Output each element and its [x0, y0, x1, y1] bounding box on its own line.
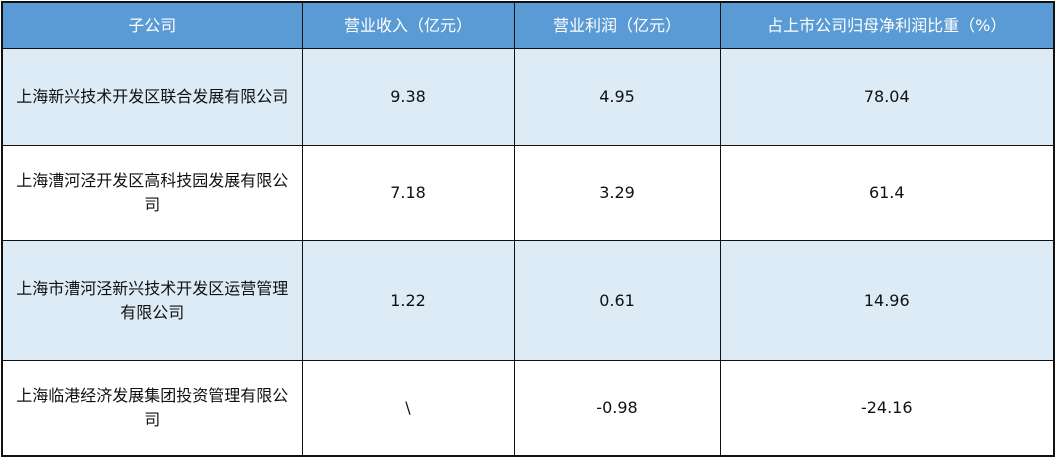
table-row: 上海临港经济发展集团投资管理有限公司 \ -0.98 -24.16 — [1, 360, 1055, 456]
profit-cell: -0.98 — [513, 360, 721, 456]
header-profit: 营业利润（亿元） — [513, 1, 721, 49]
company-cell: 上海市漕河泾新兴技术开发区运营管理有限公司 — [1, 240, 303, 361]
table-row: 上海漕河泾开发区高科技园发展有限公司 7.18 3.29 61.4 — [1, 145, 1055, 241]
share-cell: 61.4 — [719, 145, 1055, 241]
profit-cell: 4.95 — [513, 48, 721, 146]
company-cell: 上海临港经济发展集团投资管理有限公司 — [1, 360, 303, 456]
table-row: 上海新兴技术开发区联合发展有限公司 9.38 4.95 78.04 — [1, 48, 1055, 146]
share-cell: 14.96 — [719, 240, 1055, 361]
company-cell: 上海漕河泾开发区高科技园发展有限公司 — [1, 145, 303, 241]
header-company: 子公司 — [1, 1, 303, 49]
company-cell: 上海新兴技术开发区联合发展有限公司 — [1, 48, 303, 146]
share-cell: 78.04 — [719, 48, 1055, 146]
revenue-cell: 1.22 — [301, 240, 515, 361]
header-row: 子公司 营业收入（亿元） 营业利润（亿元） 占上市公司归母净利润比重（%） — [1, 1, 1055, 49]
revenue-cell: \ — [301, 360, 515, 456]
table-row: 上海市漕河泾新兴技术开发区运营管理有限公司 1.22 0.61 14.96 — [1, 240, 1055, 361]
header-share: 占上市公司归母净利润比重（%） — [719, 1, 1055, 49]
revenue-cell: 7.18 — [301, 145, 515, 241]
profit-cell: 3.29 — [513, 145, 721, 241]
profit-cell: 0.61 — [513, 240, 721, 361]
header-revenue: 营业收入（亿元） — [301, 1, 515, 49]
share-cell: -24.16 — [719, 360, 1055, 456]
revenue-cell: 9.38 — [301, 48, 515, 146]
